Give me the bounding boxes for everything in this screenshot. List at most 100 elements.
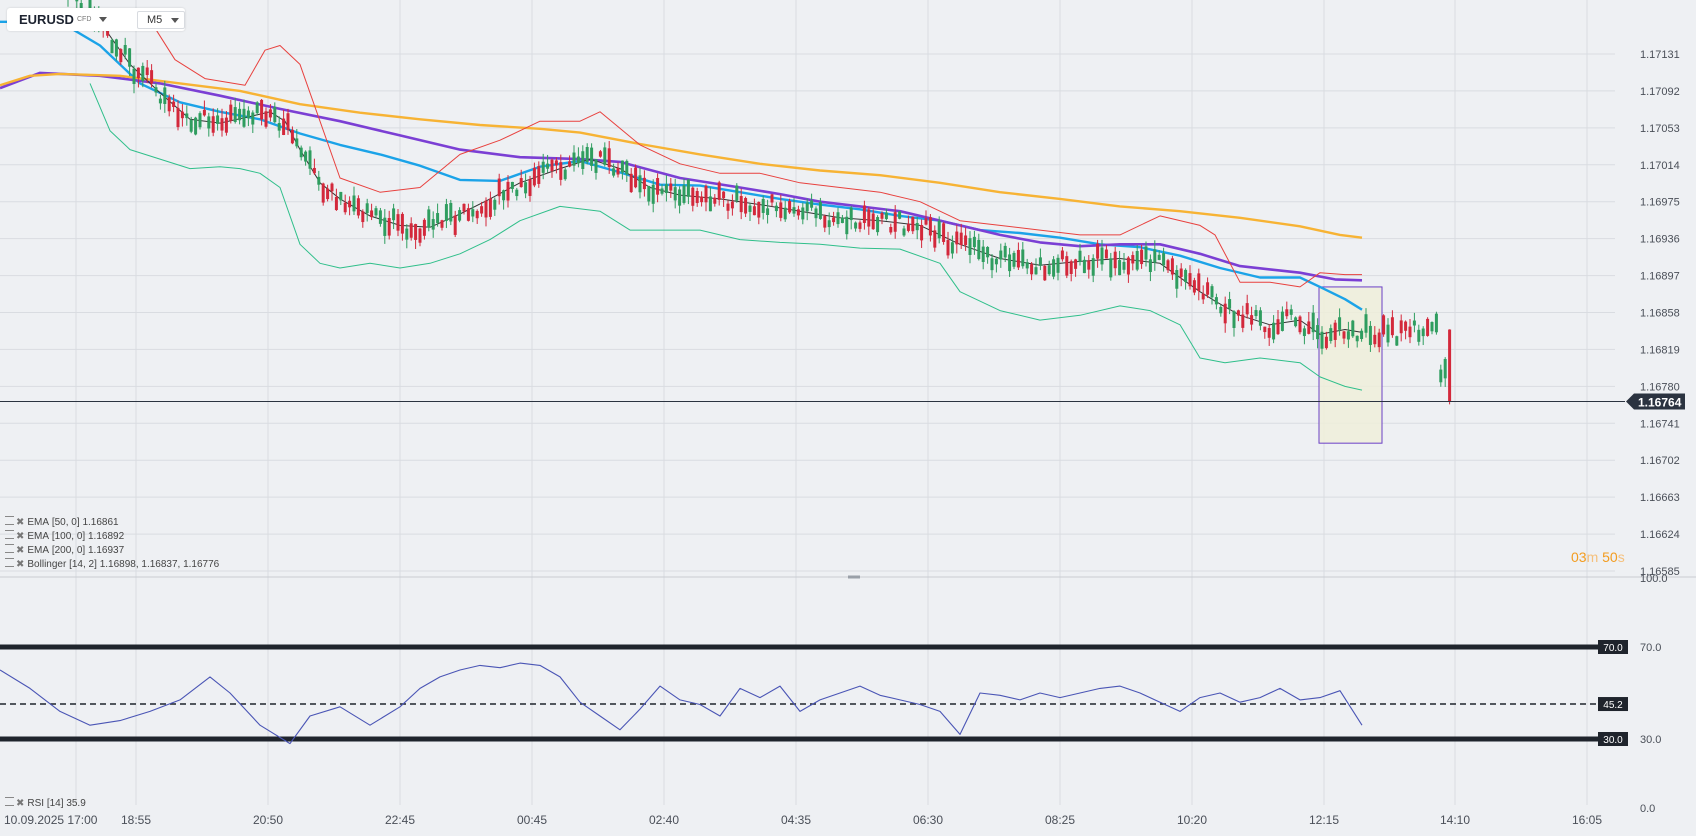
candle-body [950, 242, 954, 254]
candle-body [801, 207, 805, 220]
candle-body [119, 49, 123, 63]
time-tick-label: 18:55 [121, 813, 151, 827]
close-icon[interactable]: ✖ [16, 531, 25, 542]
time-tick-label: 00:45 [517, 813, 547, 827]
rsi-tick-label: 0.0 [1640, 803, 1655, 815]
time-tick-label: 10:20 [1177, 813, 1207, 827]
chevron-down-icon[interactable] [99, 17, 107, 22]
candle-body [867, 209, 871, 227]
indicator-params: [50, 0] [51, 517, 80, 528]
price-tick-label: 1.17053 [1640, 123, 1680, 135]
candle-body [396, 214, 400, 231]
candle-body [889, 226, 893, 233]
candle-body [1377, 332, 1381, 348]
candle-body [1430, 322, 1434, 332]
candle-body [836, 212, 840, 225]
rsi-tick-label: 100.0 [1640, 573, 1668, 585]
candle-body [1016, 249, 1020, 268]
candle-body [264, 111, 268, 127]
menu-icon[interactable] [5, 558, 14, 567]
candle-body [779, 202, 783, 218]
candle-body [1390, 317, 1394, 336]
price-tick-label: 1.16741 [1640, 418, 1680, 430]
candle-body [150, 70, 154, 84]
candle-body [735, 185, 739, 201]
candle-body [625, 160, 629, 175]
candle-body [453, 215, 457, 235]
candle-body [770, 194, 774, 203]
candle-body [277, 123, 281, 131]
menu-icon[interactable] [5, 516, 14, 525]
menu-icon[interactable] [5, 530, 14, 539]
candle-body [1254, 310, 1258, 317]
candle-body [937, 220, 941, 239]
candle-body [449, 202, 453, 222]
close-icon[interactable]: ✖ [16, 517, 25, 528]
candle-body [981, 246, 985, 262]
candle-body [546, 163, 550, 169]
candle-body [1439, 369, 1443, 383]
rsi-value: 35.9 [66, 798, 86, 809]
candle-body [1122, 261, 1126, 270]
rsi-level-tag-label: 45.2 [1603, 700, 1623, 711]
candle-body [1135, 251, 1139, 270]
candle-body [559, 162, 563, 180]
candle-body [1113, 251, 1117, 269]
candle-body [695, 191, 699, 204]
highlight-zone[interactable] [1318, 286, 1383, 444]
indicator-label: EMA [27, 545, 50, 556]
candle-body [1364, 314, 1368, 333]
candle-body [484, 200, 488, 218]
bollinger-middle-line [99, 21, 1363, 335]
candle-body [810, 200, 814, 208]
candle-body [581, 151, 585, 169]
candle-body [660, 188, 664, 194]
candle-body [290, 129, 294, 144]
candle-body [1241, 314, 1245, 328]
indicator-value: 1.16892 [87, 531, 125, 542]
time-axis: 10.09.2025 17:00 18:55 20:50 22:45 00:45 02:4… [4, 813, 1602, 827]
close-icon[interactable]: ✖ [16, 545, 25, 556]
timeframe-select[interactable]: M5 [137, 11, 185, 29]
rsi-label: RSI [27, 798, 45, 809]
candle-body [1157, 254, 1161, 260]
candle-body [598, 151, 602, 157]
menu-icon[interactable] [5, 544, 14, 553]
candle-body [383, 217, 387, 236]
candle-body [761, 198, 765, 213]
candle-body [906, 223, 910, 231]
indicator-params: [14, 2] [69, 559, 97, 570]
indicator-legend-ema200[interactable]: ✖ EMA [200, 0] 1.16937 [5, 544, 124, 556]
symbol-selector[interactable]: EURUSD CFD M5 [7, 8, 185, 31]
candle-body [198, 113, 202, 128]
ema100-line [0, 71, 1363, 282]
candle-body [1382, 315, 1386, 335]
candle-body [308, 150, 312, 169]
candle-body [730, 201, 734, 209]
indicator-legend-ema100[interactable]: ✖ EMA [100, 0] 1.16892 [5, 530, 124, 542]
candle-body [1272, 322, 1276, 340]
indicator-params: [200, 0] [51, 545, 86, 556]
candle-body [656, 178, 660, 195]
candle-body [862, 205, 866, 223]
candle-body [1434, 313, 1438, 333]
candle-body [172, 101, 176, 107]
close-icon[interactable]: ✖ [16, 559, 25, 570]
candle-body [726, 203, 730, 211]
candle-body [79, 3, 83, 11]
candle-body [502, 190, 506, 201]
candle-body [532, 167, 536, 186]
candle-body [185, 113, 189, 119]
candle-body [1338, 317, 1342, 330]
close-icon[interactable]: ✖ [16, 798, 25, 809]
menu-icon[interactable] [5, 797, 14, 806]
candle-body [1047, 265, 1051, 275]
candle-body [440, 220, 444, 228]
indicator-legend-bollinger[interactable]: ✖ Bollinger [14, 2] 1.16898, 1.16837, 1.1… [5, 558, 219, 570]
candle-body [202, 109, 206, 116]
rsi-legend[interactable]: ✖ RSI [14] 35.9 [5, 797, 86, 809]
candle-body [651, 184, 655, 204]
candle-body [1038, 257, 1042, 266]
indicator-legend-ema50[interactable]: ✖ EMA [50, 0] 1.16861 [5, 516, 119, 528]
